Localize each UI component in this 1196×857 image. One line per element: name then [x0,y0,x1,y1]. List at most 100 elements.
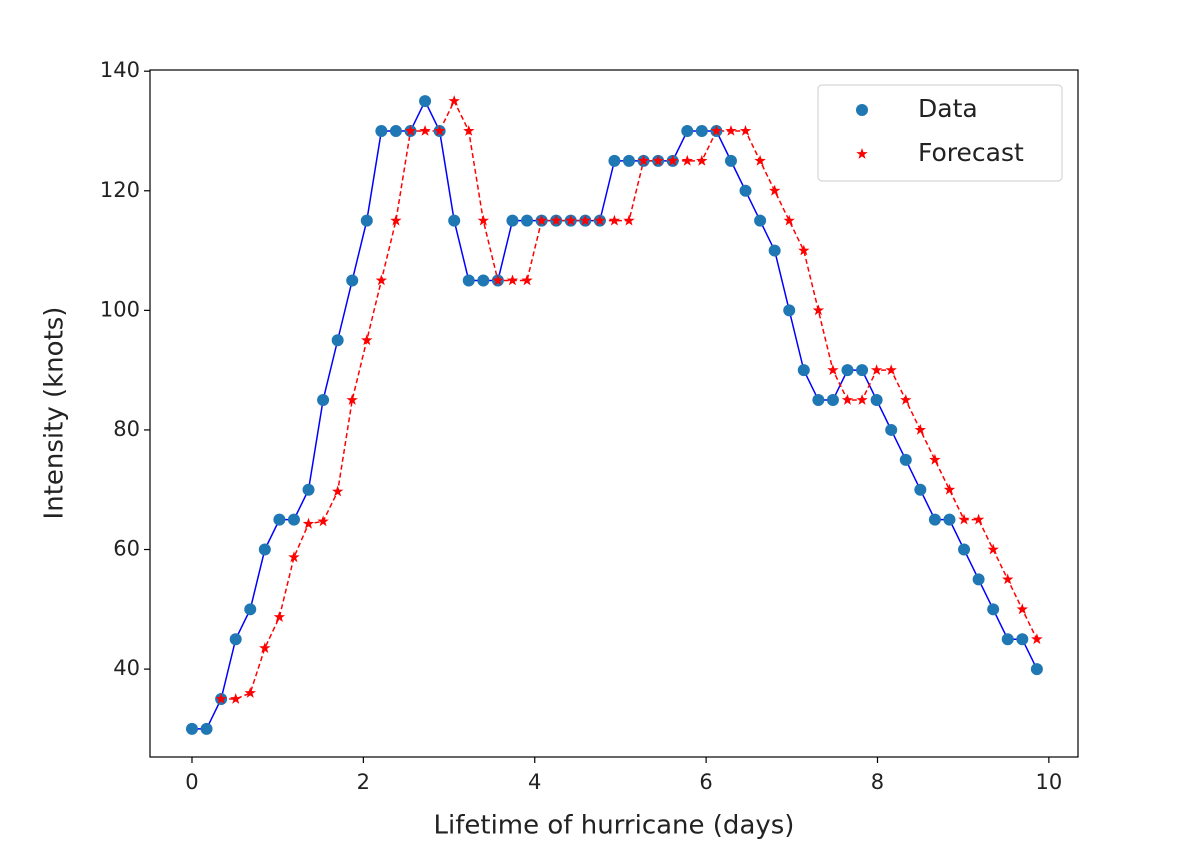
plot-frame [149,69,1079,758]
data-point [535,214,548,226]
data-point [987,543,999,555]
data-point [856,364,869,377]
data-point [899,453,912,466]
data-point [870,364,883,375]
data-point [361,334,373,346]
y-tick-label: 40 [113,656,140,680]
data-point [521,214,534,227]
data-point [608,214,621,226]
legend-marker [856,104,868,116]
data-point [812,394,825,407]
data-point [1016,633,1029,646]
data-point [419,125,431,136]
data-point [477,214,489,226]
data-point [375,274,388,286]
x-tick-label: 0 [185,770,198,794]
data-point [914,423,926,435]
data-point [565,214,577,226]
data-point [769,184,781,196]
data-point [302,517,315,529]
data-point [287,513,300,526]
data-point [389,124,402,137]
legend-label: Data [918,94,978,123]
data-point [637,154,650,166]
data-point [433,125,446,136]
data-point [754,154,766,166]
data-point [972,513,985,525]
series-line [221,99,1038,700]
data-point [1031,633,1043,645]
data-point [987,603,1000,616]
data-point [273,611,286,622]
y-axis-label: Intensity (knots) [40,307,70,520]
data-point [900,394,912,405]
data-point [273,513,286,526]
data-point [332,485,344,497]
data-point [288,551,300,563]
data-point [724,154,737,167]
data-point [914,483,927,496]
data-point [681,124,694,137]
data-point [390,214,402,226]
x-tick-label: 4 [528,770,541,794]
data-point [404,125,417,136]
data-point [317,394,330,407]
data-point [594,214,606,226]
legend-label: Forecast [918,138,1024,167]
data-point [812,304,825,316]
data-point [317,515,329,527]
data-point [739,125,752,136]
data-point [1030,663,1043,676]
data-point [200,722,213,735]
data-point [710,125,723,136]
data-point [346,274,359,287]
data-point [928,513,941,526]
legend-box [817,84,1063,182]
data-point [477,274,490,287]
data-point [462,274,475,287]
data-point [229,633,242,646]
data-point [375,124,388,137]
y-tick-label: 140 [100,58,140,82]
data-point [360,214,373,227]
data-point [244,603,257,616]
data-point [725,125,737,136]
data-point [448,95,460,106]
data-point [1016,603,1028,615]
data-point [885,423,898,436]
data-point [929,453,941,465]
data-point [579,214,591,226]
x-tick-label: 10 [1035,770,1062,794]
data-point [958,543,971,556]
data-point [521,274,533,286]
data-point [739,184,752,197]
x-tick-label: 6 [699,770,712,794]
data-point [1001,633,1014,646]
data-point [695,124,708,137]
data-point [943,513,956,526]
data-point [958,513,970,525]
data-point [506,214,519,227]
data-point [185,722,198,735]
data-point [215,693,227,704]
data-point [783,304,796,317]
data-point [492,274,504,286]
legend-marker [856,148,868,159]
data-point [652,154,664,166]
data-point [870,394,883,407]
data-point [506,274,519,286]
data-point [798,244,810,256]
data-point [826,394,839,407]
x-tick-label: 2 [357,770,370,794]
data-point [419,95,432,108]
data-point [622,154,635,167]
data-point [346,394,358,405]
data-point [623,214,635,226]
data-point [768,244,781,257]
data-point [841,364,854,377]
data-point [783,214,795,226]
data-point [681,154,693,166]
data-point [754,214,767,227]
data-point [302,483,315,496]
